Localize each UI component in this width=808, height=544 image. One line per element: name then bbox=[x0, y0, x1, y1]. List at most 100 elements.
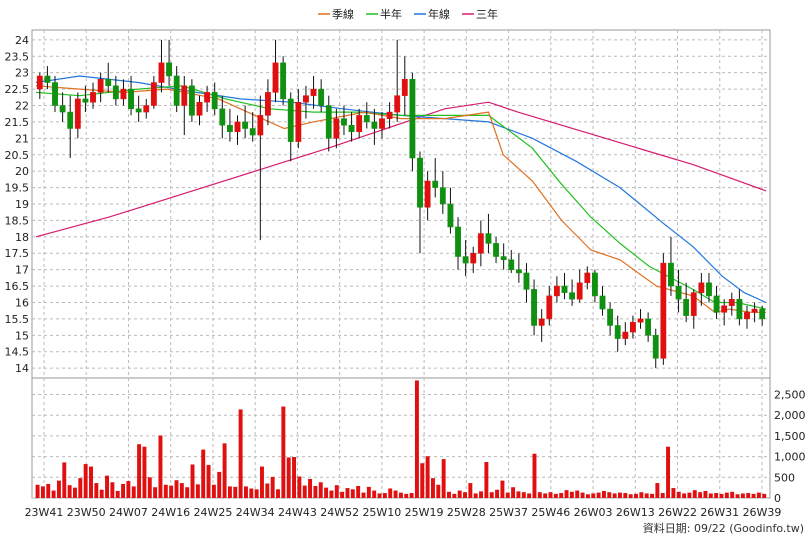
candle-body bbox=[546, 295, 553, 320]
candle-body bbox=[158, 62, 165, 83]
candle-body bbox=[652, 335, 659, 359]
volume-bar bbox=[671, 488, 676, 498]
candle-body bbox=[128, 88, 134, 110]
x-tick-label: 25W28 bbox=[447, 506, 486, 519]
volume-bar bbox=[281, 406, 286, 498]
candle-body bbox=[584, 272, 591, 284]
x-tick-label: 26W03 bbox=[574, 506, 613, 519]
candle-body bbox=[67, 111, 74, 129]
candle-body bbox=[515, 269, 522, 274]
volume-bar bbox=[735, 494, 740, 498]
volume-bar bbox=[682, 493, 687, 498]
volume-bar bbox=[420, 463, 425, 498]
candle-body bbox=[181, 85, 188, 106]
candle-body bbox=[698, 282, 705, 293]
candle-body bbox=[599, 295, 606, 310]
candle-body bbox=[287, 98, 294, 142]
volume-tick-label: 2,500 bbox=[774, 389, 806, 402]
volume-bar bbox=[297, 476, 302, 498]
candle-body bbox=[280, 62, 287, 100]
volume-bar bbox=[206, 464, 211, 498]
volume-bar bbox=[308, 478, 313, 498]
volume-bar bbox=[62, 462, 67, 498]
footer-text: 資料日期: 09/22 (Goodinfo.tw) bbox=[643, 521, 804, 535]
volume-bar bbox=[447, 491, 451, 498]
x-tick-label: 26W13 bbox=[616, 506, 655, 519]
price-tick-label: 14 bbox=[15, 362, 29, 375]
volume-bar bbox=[126, 481, 131, 498]
volume-tick-label: 2,000 bbox=[774, 409, 806, 422]
candle-body bbox=[637, 318, 644, 323]
candle-body bbox=[333, 118, 340, 139]
candle-body bbox=[447, 203, 454, 228]
volume-bar bbox=[361, 492, 366, 498]
volume-bar bbox=[601, 490, 606, 498]
candle-body bbox=[455, 226, 461, 257]
volume-bar bbox=[425, 456, 430, 498]
candle-body bbox=[690, 292, 697, 316]
volume-bar bbox=[163, 484, 168, 498]
candle-body bbox=[341, 118, 347, 126]
ma-3year-line bbox=[35, 101, 767, 238]
volume-bar bbox=[292, 457, 297, 498]
candle-body bbox=[561, 285, 568, 293]
volume-bar bbox=[393, 490, 398, 498]
candle-body bbox=[630, 321, 636, 333]
candle-body bbox=[188, 85, 195, 116]
candle-body bbox=[325, 105, 332, 139]
volume-bar bbox=[414, 380, 419, 498]
price-tick-label: 15 bbox=[15, 329, 29, 342]
volume-bar bbox=[174, 480, 179, 498]
candle-body bbox=[591, 272, 598, 297]
x-tick-label: 25W46 bbox=[531, 506, 570, 519]
candle-body bbox=[728, 298, 735, 307]
volume-bar bbox=[40, 486, 45, 498]
x-tick-label: 26W22 bbox=[658, 506, 697, 519]
volume-bar bbox=[756, 492, 761, 498]
candle-body bbox=[226, 124, 233, 133]
price-tick-label: 24 bbox=[15, 34, 29, 47]
volume-bar bbox=[131, 486, 136, 498]
candle-body bbox=[721, 305, 728, 313]
price-tick-label: 23 bbox=[15, 67, 29, 80]
price-tick-label: 19.5 bbox=[5, 182, 30, 195]
candle-body bbox=[759, 308, 766, 320]
volume-bar bbox=[692, 490, 697, 498]
volume-tick-label: 1,000 bbox=[774, 451, 806, 464]
x-tick-label: 24W34 bbox=[236, 506, 275, 519]
price-tick-label: 23.5 bbox=[5, 50, 30, 63]
volume-bar bbox=[409, 493, 414, 498]
volume-bar bbox=[35, 484, 40, 498]
volume-bar bbox=[628, 494, 633, 498]
candle-body bbox=[751, 308, 758, 313]
candle-body bbox=[668, 262, 674, 287]
volume-bar bbox=[94, 483, 99, 498]
candle-body bbox=[310, 88, 317, 96]
volume-bar bbox=[708, 493, 713, 498]
volume-bar bbox=[345, 488, 350, 498]
candle-body bbox=[614, 325, 621, 339]
x-tick-label: 23W41 bbox=[25, 506, 64, 519]
volume-bar bbox=[580, 492, 585, 498]
volume-bar bbox=[585, 494, 590, 498]
volume-bar bbox=[714, 493, 719, 498]
price-tick-label: 18.5 bbox=[5, 214, 30, 227]
legend-label: 年線 bbox=[428, 7, 450, 21]
volume-bar bbox=[78, 478, 83, 498]
candle-body bbox=[394, 95, 401, 113]
candle-body bbox=[379, 118, 385, 129]
price-tick-label: 16 bbox=[15, 296, 29, 309]
volume-bar bbox=[724, 492, 729, 498]
candle-body bbox=[249, 128, 256, 136]
volume-bar bbox=[762, 493, 767, 498]
volume-bar bbox=[521, 492, 526, 498]
volume-bar bbox=[121, 483, 126, 498]
volume-bar bbox=[254, 489, 259, 498]
candle-body bbox=[242, 121, 249, 129]
volume-bar bbox=[158, 435, 163, 498]
candle-body bbox=[645, 318, 652, 336]
volume-bar bbox=[473, 493, 478, 498]
volume-bar bbox=[639, 492, 644, 498]
candle-body bbox=[371, 121, 378, 129]
candle-body bbox=[204, 92, 211, 103]
